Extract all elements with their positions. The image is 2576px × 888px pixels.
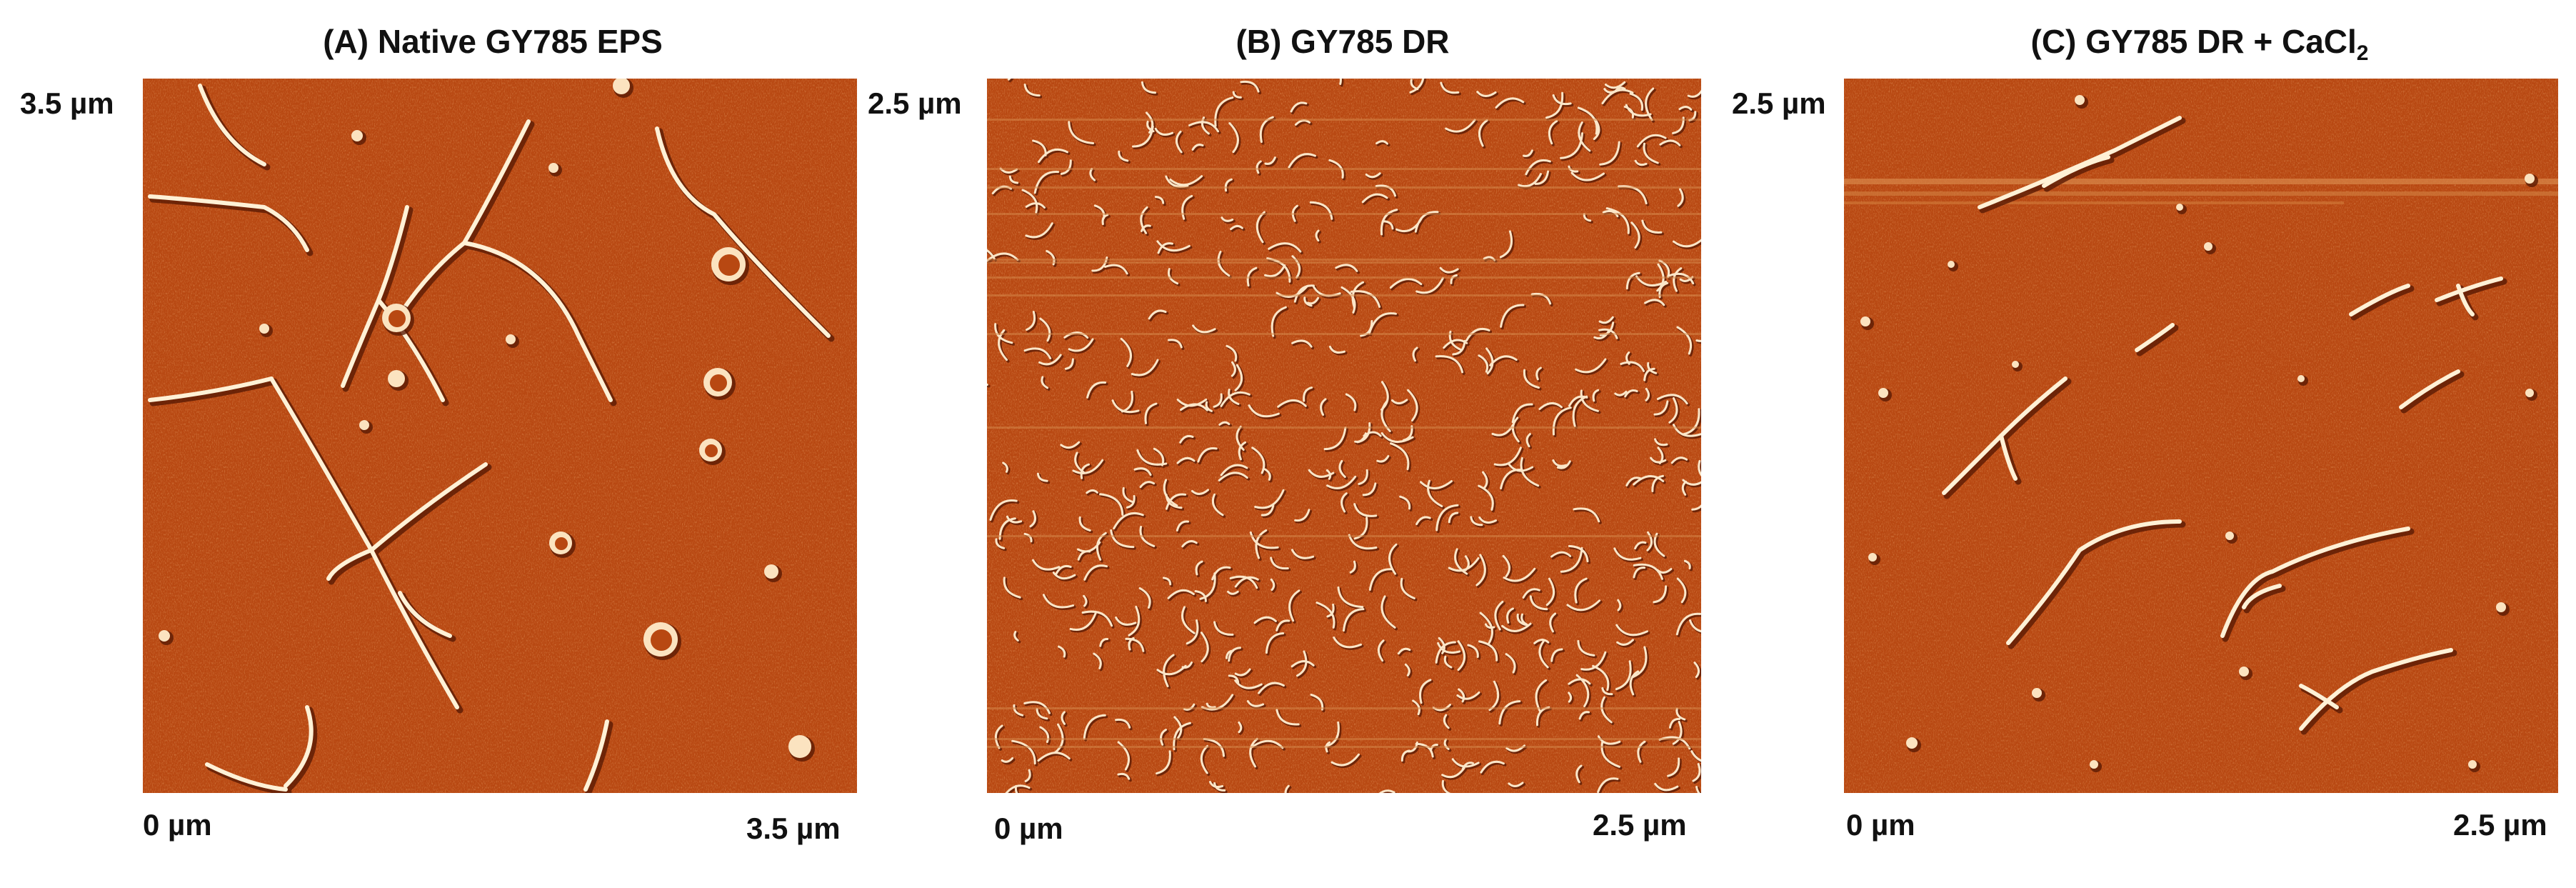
panel-b-afm-svg [987, 79, 1701, 793]
panel-b-title-text: (B) GY785 DR [1236, 23, 1450, 60]
panel-c-y-top-label: 2.5 µm [1732, 86, 1826, 120]
panel-b-scan-line [987, 535, 1701, 537]
panel-b-scan-line [987, 119, 1701, 121]
panel-c-particles [1860, 95, 2538, 772]
panel-a-title: (A) Native GY785 EPS [114, 21, 871, 61]
panel-b-scan-line [987, 738, 1701, 740]
panel-b-x-start-label: 0 µm [994, 812, 1063, 845]
panel-c-title-text: (C) GY785 DR + CaCl [2030, 23, 2357, 60]
panel-b-x-end-label: 2.5 µm [1593, 808, 1687, 842]
panel-b-scan-line [987, 259, 1701, 261]
panel-a-afm-svg [143, 79, 857, 793]
panel-c-x-end-label: 2.5 µm [2453, 808, 2547, 842]
panel-b-title: (B) GY785 DR [986, 21, 1700, 61]
panel-b-scan-line [987, 426, 1701, 429]
panel-c-x-start-label: 0 µm [1846, 808, 1915, 842]
panel-b-scan-line [987, 168, 1701, 170]
panel-b-afm-image [987, 79, 1701, 793]
panel-b-scan-line [987, 707, 1701, 709]
panel-a-title-text: (A) Native GY785 EPS [323, 23, 663, 60]
panel-a-y-top-label: 3.5 µm [20, 86, 114, 120]
panel-b-scan-line [987, 213, 1701, 215]
panel-a-fibrils [148, 84, 835, 793]
panel-b-scan-line [987, 333, 1701, 335]
panel-a-x-end-label: 3.5 µm [746, 812, 841, 845]
panel-c-title-subscript: 2 [2356, 41, 2369, 65]
panel-b-scan-line [987, 746, 1701, 748]
panel-b-y-top-label: 2.5 µm [868, 86, 962, 120]
panel-b-scan-line [987, 186, 1701, 189]
panel-c-afm-image [1844, 79, 2558, 793]
panel-a-afm-image [143, 79, 857, 793]
panel-b-short-fibrils [987, 79, 1701, 793]
panel-a-particles [159, 79, 815, 762]
panel-b-scan-line [987, 276, 1701, 279]
panel-b-scan-line [987, 261, 1701, 264]
panel-c-afm-svg [1844, 79, 2558, 793]
panel-c-title: (C) GY785 DR + CaCl2 [1843, 21, 2557, 64]
panel-c-scan-artifact [1844, 179, 2558, 204]
panel-c-fibrils [1942, 116, 2507, 735]
panel-b-scan-line [987, 294, 1701, 296]
panel-a-x-start-label: 0 µm [143, 808, 212, 842]
